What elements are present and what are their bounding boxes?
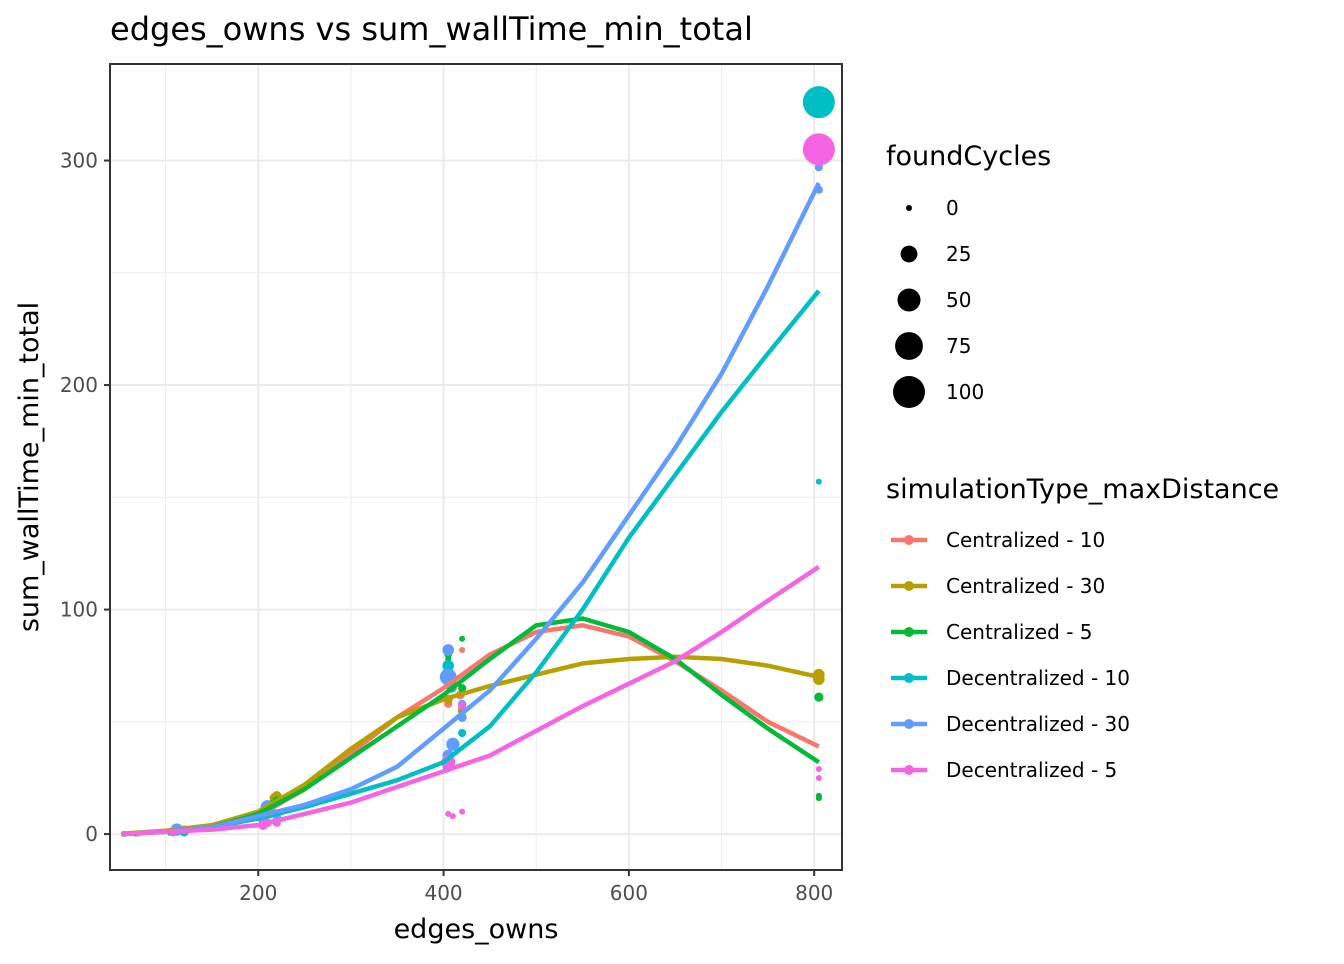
color-legend-dot: [904, 581, 914, 591]
data-point: [815, 795, 822, 802]
data-point: [802, 133, 835, 166]
data-point: [815, 478, 822, 485]
y-axis-title: sum_wallTime_min_total: [14, 302, 45, 632]
x-tick-label: 800: [795, 881, 833, 905]
x-tick-label: 400: [424, 881, 462, 905]
color-legend-dot: [904, 673, 914, 683]
grid-minor: [110, 64, 842, 870]
data-point: [445, 810, 452, 817]
color-legend-label: Centralized - 5: [946, 620, 1093, 644]
color-legend-items: Centralized - 10 Centralized - 30 Centrali…: [891, 528, 1130, 782]
chart-title: edges_owns vs sum_wallTime_min_total: [110, 10, 753, 48]
data-point: [458, 702, 467, 711]
color-legend-dot: [904, 719, 914, 729]
size-legend-label: 50: [946, 288, 971, 312]
plot-background: [110, 64, 842, 870]
y-tick-label: 300: [60, 149, 98, 173]
data-point: [442, 644, 455, 656]
size-legend-key: [893, 376, 925, 408]
size-legend-key: [900, 245, 918, 263]
y-tick-label: 100: [60, 598, 98, 622]
size-legend-items: 0 25 50 75 100: [893, 196, 984, 408]
size-legend-label: 25: [946, 242, 971, 266]
data-point: [815, 765, 822, 772]
size-legend-title: foundCycles: [886, 141, 1051, 172]
data-point: [459, 646, 466, 653]
color-legend-dot: [904, 627, 914, 637]
size-legend-label: 75: [946, 334, 971, 358]
x-axis-title: edges_owns: [394, 914, 559, 945]
color-legend-title: simulationType_maxDistance: [886, 474, 1279, 505]
data-point: [815, 774, 822, 781]
size-legend-label: 0: [946, 196, 959, 220]
trend-line: [123, 182, 821, 837]
color-legend-dot: [904, 535, 914, 545]
data-point: [458, 684, 467, 693]
x-axis: 200 400 600 800: [239, 870, 833, 905]
data-point: [459, 808, 466, 815]
data-point: [814, 163, 823, 172]
x-tick-label: 200: [239, 881, 277, 905]
color-legend-label: Centralized - 30: [946, 574, 1105, 598]
data-point: [446, 737, 460, 751]
x-tick-label: 600: [610, 881, 648, 905]
color-legend-label: Decentralized - 30: [946, 712, 1130, 736]
trend-lines: [123, 182, 821, 837]
size-legend-key: [897, 288, 921, 312]
color-legend-dot: [904, 765, 914, 775]
data-point: [449, 813, 456, 820]
color-legend-label: Centralized - 10: [946, 528, 1105, 552]
data-point: [802, 86, 835, 119]
size-legend-key: [906, 205, 912, 211]
data-point: [814, 692, 824, 702]
plot-border: [109, 63, 843, 871]
y-tick-label: 0: [85, 822, 98, 846]
y-tick-label: 200: [60, 373, 98, 397]
color-legend-label: Decentralized - 5: [946, 758, 1117, 782]
size-legend-key: [895, 332, 923, 360]
data-point: [442, 659, 455, 672]
size-legend-label: 100: [946, 380, 984, 404]
data-point: [458, 728, 467, 738]
size-legend: foundCycles 0 25 50 75 100: [886, 141, 1051, 408]
color-legend-label: Decentralized - 10: [946, 666, 1130, 690]
data-point: [459, 635, 466, 642]
trend-line: [123, 565, 821, 837]
color-legend: simulationType_maxDistance Centralized -…: [886, 474, 1279, 782]
y-axis: 0 100 200 300: [60, 149, 110, 846]
plot-panel: [109, 63, 843, 871]
grid-major: [110, 64, 842, 870]
